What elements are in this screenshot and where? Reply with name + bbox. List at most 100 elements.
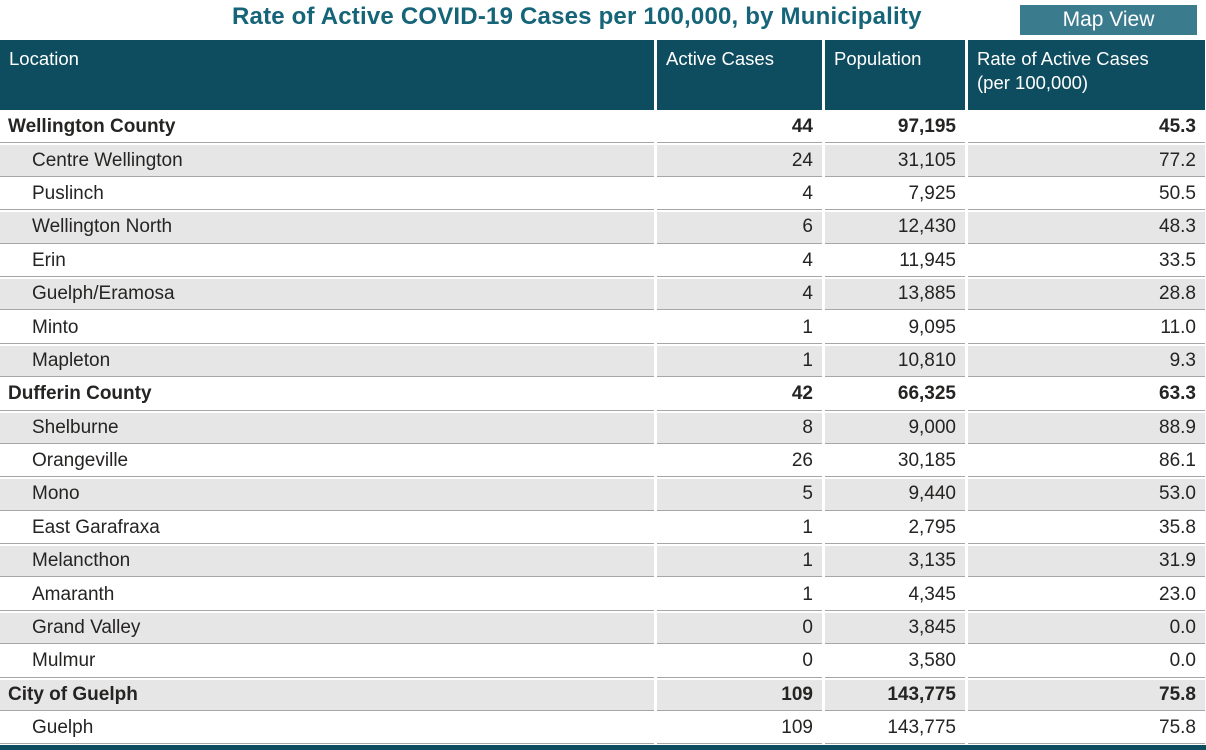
table-row-municipality: Guelph 109 143,775 75.8 bbox=[0, 713, 1206, 747]
cell-active-cases: 4 bbox=[657, 245, 822, 277]
cell-population: 31,105 bbox=[825, 145, 965, 177]
cell-location: Mulmur bbox=[0, 646, 654, 678]
cell-location: Guelph/Eramosa bbox=[0, 278, 654, 311]
cell-location: Centre Wellington bbox=[0, 145, 654, 177]
table-row-municipality: Melancthon 1 3,135 31.9 bbox=[0, 546, 1206, 580]
table-body: Wellington County 44 97,195 45.3 Centre Well… bbox=[0, 112, 1206, 747]
cell-rate: 0.0 bbox=[968, 646, 1205, 678]
table-row-municipality: Centre Wellington 24 31,105 77.2 bbox=[0, 145, 1206, 179]
cell-rate: 11.0 bbox=[968, 312, 1205, 344]
cell-population: 3,580 bbox=[825, 646, 965, 678]
table-row-municipality: East Garafraxa 1 2,795 35.8 bbox=[0, 512, 1206, 547]
cell-location: Melancthon bbox=[0, 546, 654, 578]
cell-location: Shelburne bbox=[0, 412, 654, 444]
cell-active-cases: 0 bbox=[657, 646, 822, 678]
cell-location: Wellington North bbox=[0, 212, 654, 244]
cell-rate: 50.5 bbox=[968, 178, 1205, 211]
table-row-municipality: Amaranth 1 4,345 23.0 bbox=[0, 579, 1206, 613]
cell-location: City of Guelph bbox=[0, 679, 654, 712]
table-row-county: Wellington County 44 97,195 45.3 bbox=[0, 112, 1206, 146]
cell-active-cases: 44 bbox=[657, 112, 822, 144]
cell-population: 2,795 bbox=[825, 512, 965, 545]
cell-location: Orangeville bbox=[0, 445, 654, 478]
cell-rate: 45.3 bbox=[968, 112, 1205, 144]
cell-active-cases: 8 bbox=[657, 412, 822, 444]
table-row-municipality: Shelburne 8 9,000 88.9 bbox=[0, 412, 1206, 446]
cell-population: 11,945 bbox=[825, 245, 965, 277]
cell-active-cases: 1 bbox=[657, 345, 822, 378]
cell-rate: 53.0 bbox=[968, 479, 1205, 511]
table-row-municipality: Wellington North 6 12,430 48.3 bbox=[0, 212, 1206, 246]
cell-active-cases: 24 bbox=[657, 145, 822, 177]
page-title: Rate of Active COVID-19 Cases per 100,00… bbox=[232, 3, 922, 30]
header-rate-line2: (per 100,000) bbox=[977, 72, 1089, 94]
header-cell-location[interactable]: Location bbox=[0, 40, 654, 110]
table-row-municipality: Erin 4 11,945 33.5 bbox=[0, 245, 1206, 279]
cell-population: 143,775 bbox=[825, 679, 965, 712]
cell-active-cases: 5 bbox=[657, 479, 822, 511]
cell-rate: 35.8 bbox=[968, 512, 1205, 545]
cell-population: 7,925 bbox=[825, 178, 965, 211]
map-view-button[interactable]: Map View bbox=[1020, 5, 1197, 35]
cell-population: 143,775 bbox=[825, 713, 965, 745]
cell-population: 97,195 bbox=[825, 112, 965, 144]
cell-rate: 28.8 bbox=[968, 278, 1205, 311]
header-cell-rate[interactable]: Rate of Active Cases (per 100,000) bbox=[968, 40, 1205, 110]
cell-population: 13,885 bbox=[825, 278, 965, 311]
cell-active-cases: 1 bbox=[657, 579, 822, 611]
table-row-municipality: Minto 1 9,095 11.0 bbox=[0, 312, 1206, 346]
cell-rate: 88.9 bbox=[968, 412, 1205, 444]
table-row-municipality: Puslinch 4 7,925 50.5 bbox=[0, 178, 1206, 213]
cell-rate: 9.3 bbox=[968, 345, 1205, 378]
cell-rate: 0.0 bbox=[968, 612, 1205, 645]
cell-location: Mono bbox=[0, 479, 654, 511]
table-row-municipality: Guelph/Eramosa 4 13,885 28.8 bbox=[0, 278, 1206, 313]
cell-location: Amaranth bbox=[0, 579, 654, 611]
cell-active-cases: 4 bbox=[657, 278, 822, 311]
table-header-row: Location Active Cases Population Rate of… bbox=[0, 40, 1206, 110]
cell-rate: 31.9 bbox=[968, 546, 1205, 578]
cell-location: Minto bbox=[0, 312, 654, 344]
cell-active-cases: 42 bbox=[657, 379, 822, 411]
table-row-municipality: Orangeville 26 30,185 86.1 bbox=[0, 445, 1206, 480]
table-row-county: City of Guelph 109 143,775 75.8 bbox=[0, 679, 1206, 714]
header-rate-line1: Rate of Active Cases bbox=[977, 48, 1149, 69]
top-bar: Rate of Active COVID-19 Cases per 100,00… bbox=[0, 0, 1206, 40]
cell-population: 3,845 bbox=[825, 612, 965, 645]
cell-population: 30,185 bbox=[825, 445, 965, 478]
cell-rate: 75.8 bbox=[968, 713, 1205, 745]
header-cell-active-cases[interactable]: Active Cases bbox=[657, 40, 822, 110]
table-row-municipality: Mulmur 0 3,580 0.0 bbox=[0, 646, 1206, 680]
covid-rate-table: Location Active Cases Population Rate of… bbox=[0, 40, 1206, 747]
table-row-municipality: Grand Valley 0 3,845 0.0 bbox=[0, 612, 1206, 647]
cell-location: Guelph bbox=[0, 713, 654, 745]
cell-location: Puslinch bbox=[0, 178, 654, 211]
cell-active-cases: 4 bbox=[657, 178, 822, 211]
cell-active-cases: 1 bbox=[657, 512, 822, 545]
cell-rate: 77.2 bbox=[968, 145, 1205, 177]
cell-rate: 48.3 bbox=[968, 212, 1205, 244]
cell-location: East Garafraxa bbox=[0, 512, 654, 545]
table-row-county: Dufferin County 42 66,325 63.3 bbox=[0, 379, 1206, 413]
cell-active-cases: 109 bbox=[657, 713, 822, 745]
header-cell-population[interactable]: Population bbox=[825, 40, 965, 110]
cell-location: Wellington County bbox=[0, 112, 654, 144]
cell-location: Dufferin County bbox=[0, 379, 654, 411]
cell-population: 66,325 bbox=[825, 379, 965, 411]
cell-active-cases: 1 bbox=[657, 312, 822, 344]
cell-rate: 86.1 bbox=[968, 445, 1205, 478]
cell-active-cases: 6 bbox=[657, 212, 822, 244]
cell-population: 9,095 bbox=[825, 312, 965, 344]
cell-rate: 75.8 bbox=[968, 679, 1205, 712]
cell-location: Mapleton bbox=[0, 345, 654, 378]
cell-population: 10,810 bbox=[825, 345, 965, 378]
cell-rate: 23.0 bbox=[968, 579, 1205, 611]
cell-population: 12,430 bbox=[825, 212, 965, 244]
cell-active-cases: 26 bbox=[657, 445, 822, 478]
cell-population: 3,135 bbox=[825, 546, 965, 578]
cell-active-cases: 1 bbox=[657, 546, 822, 578]
table-row-municipality: Mapleton 1 10,810 9.3 bbox=[0, 345, 1206, 380]
cell-rate: 63.3 bbox=[968, 379, 1205, 411]
cell-population: 4,345 bbox=[825, 579, 965, 611]
